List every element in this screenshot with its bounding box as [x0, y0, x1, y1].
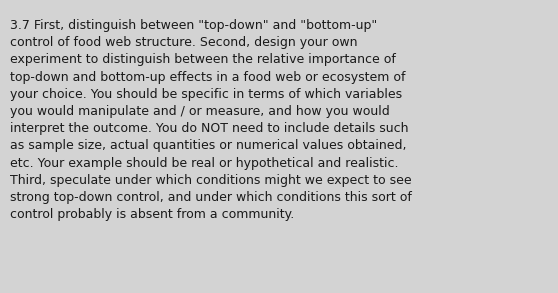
Text: 3.7 First, distinguish between "top-down" and "bottom-up"
control of food web st: 3.7 First, distinguish between "top-down…: [10, 19, 412, 221]
